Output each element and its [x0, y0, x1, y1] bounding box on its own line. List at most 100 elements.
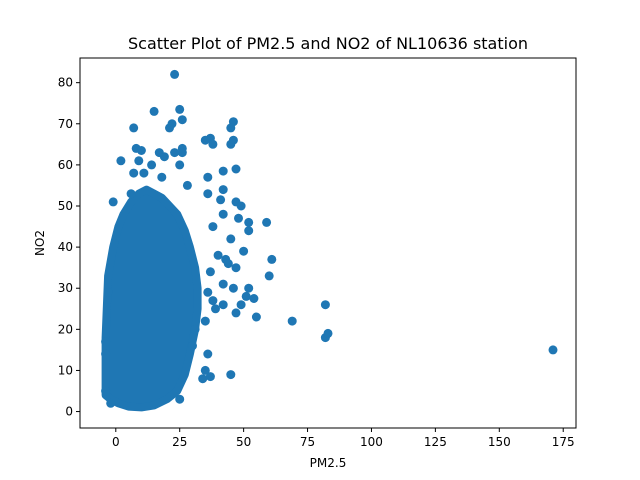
- scatter-point: [244, 283, 254, 293]
- y-tick-label: 50: [58, 199, 73, 213]
- scatter-point: [223, 259, 233, 269]
- scatter-point: [136, 146, 146, 155]
- scatter-point: [170, 69, 180, 79]
- scatter-point: [231, 308, 241, 318]
- scatter-point: [234, 213, 243, 223]
- scatter-point: [208, 222, 218, 232]
- scatter-point: [203, 189, 213, 199]
- scatter-point: [548, 345, 558, 355]
- scatter-point: [267, 254, 277, 264]
- y-axis-ticks: 0 10 20 30 40 50 60 70 80: [58, 76, 80, 419]
- scatter-point: [167, 119, 177, 129]
- y-tick-label: 60: [58, 158, 73, 172]
- y-tick-label: 80: [58, 76, 73, 90]
- scatter-point: [218, 279, 228, 289]
- scatter-point: [213, 250, 223, 260]
- scatter-point: [126, 189, 136, 199]
- scatter-point: [101, 386, 111, 396]
- y-tick-label: 70: [58, 117, 73, 131]
- scatter-point: [200, 135, 210, 145]
- scatter-point: [264, 271, 274, 281]
- scatter-point: [203, 287, 213, 297]
- scatter-point: [226, 123, 236, 133]
- scatter-point: [249, 294, 259, 303]
- scatter-point: [188, 341, 197, 351]
- scatter-point: [147, 160, 157, 170]
- scatter-point: [226, 370, 236, 380]
- x-tick-label: 75: [300, 435, 315, 449]
- scatter-point: [239, 246, 249, 256]
- scatter-point: [175, 104, 185, 114]
- scatter-point: [149, 106, 159, 116]
- scatter-point: [218, 185, 228, 195]
- scatter-point: [218, 300, 228, 310]
- scatter-point: [198, 374, 208, 384]
- x-tick-label: 150: [488, 435, 511, 449]
- scatter-point: [103, 287, 113, 297]
- scatter-point: [116, 156, 126, 166]
- x-tick-label: 25: [172, 435, 187, 449]
- scatter-point: [226, 139, 236, 149]
- scatter-point: [203, 349, 213, 359]
- scatter-point: [157, 172, 167, 182]
- x-tick-label: 175: [552, 435, 575, 449]
- scatter-point: [231, 164, 241, 174]
- x-tick-label: 50: [236, 435, 251, 449]
- scatter-point: [134, 156, 144, 166]
- x-axis-ticks: 0 25 50 75 100 125 150 175: [112, 428, 575, 449]
- scatter-point: [231, 263, 241, 273]
- x-tick-label: 0: [112, 435, 120, 449]
- scatter-point: [211, 304, 220, 314]
- scatter-point: [208, 139, 218, 149]
- scatter-point: [216, 195, 226, 205]
- scatter-point: [236, 201, 246, 211]
- scatter-point: [320, 300, 330, 310]
- scatter-point: [203, 172, 213, 182]
- x-tick-label: 125: [424, 435, 447, 449]
- scatter-point: [251, 312, 261, 322]
- scatter-point: [323, 328, 333, 338]
- scatter-point: [101, 349, 111, 359]
- scatter-point: [190, 324, 200, 334]
- scatter-point: [236, 300, 246, 310]
- scatter-point: [287, 316, 297, 326]
- y-tick-label: 30: [58, 281, 73, 295]
- scatter-point: [175, 394, 185, 404]
- dense-point-cloud: [101, 185, 202, 412]
- scatter-point: [177, 115, 187, 125]
- scatter-point: [101, 337, 111, 347]
- scatter-point: [205, 267, 215, 277]
- scatter-point: [129, 168, 139, 178]
- scatter-points: [101, 69, 558, 408]
- scatter-point: [200, 316, 210, 326]
- scatter-point: [170, 148, 180, 158]
- scatter-point: [228, 283, 238, 293]
- scatter-point: [262, 217, 272, 227]
- scatter-point: [208, 296, 218, 306]
- scatter-point: [159, 152, 169, 162]
- plot-area-frame: [79, 57, 577, 429]
- scatter-point: [200, 365, 210, 375]
- y-axis-label: NO2: [33, 230, 47, 256]
- scatter-point: [218, 166, 228, 176]
- scatter-point: [175, 160, 185, 170]
- y-tick-label: 20: [58, 322, 73, 336]
- scatter-point: [106, 398, 116, 408]
- x-axis-label: PM2.5: [310, 456, 347, 470]
- y-tick-label: 0: [65, 405, 73, 419]
- scatter-point: [177, 148, 187, 158]
- scatter-point: [182, 180, 192, 190]
- scatter-point: [244, 217, 254, 227]
- scatter-point: [129, 123, 139, 133]
- y-tick-label: 10: [58, 363, 73, 377]
- y-tick-label: 40: [58, 240, 73, 254]
- scatter-point: [226, 234, 236, 244]
- x-tick-label: 100: [360, 435, 383, 449]
- scatter-point: [139, 168, 149, 178]
- point-cloud-shape: [101, 185, 202, 412]
- chart-title: Scatter Plot of PM2.5 and NO2 of NL10636…: [128, 34, 528, 53]
- scatter-point: [218, 209, 228, 219]
- scatter-point: [205, 372, 215, 382]
